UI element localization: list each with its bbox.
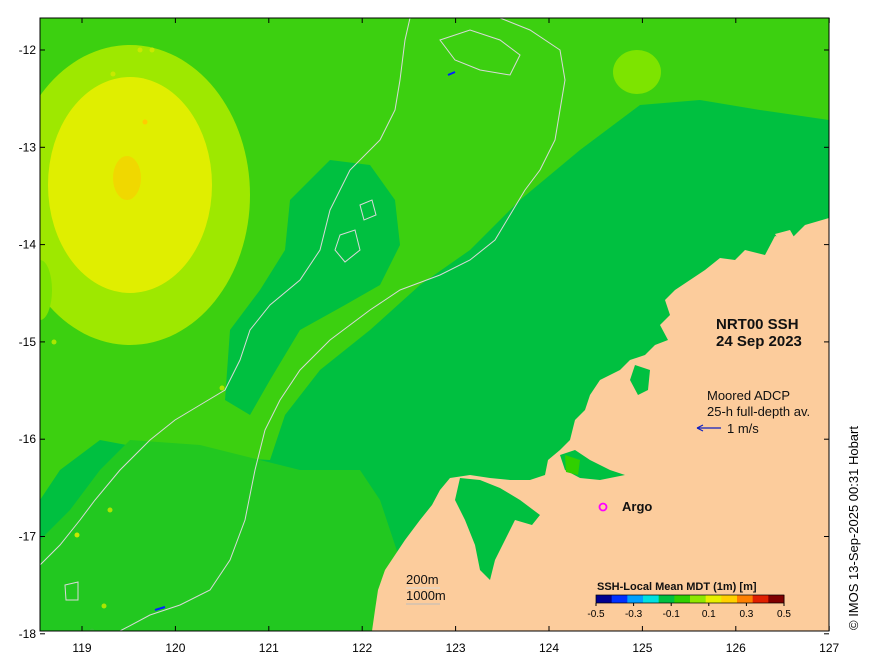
colorbar-segment <box>611 595 628 603</box>
isobath-1000m <box>119 18 566 631</box>
colorbar-tick-label: 0.3 <box>739 609 753 620</box>
argo-legend-label: Argo <box>622 499 652 514</box>
colorbar-tick-label: -0.1 <box>663 609 681 620</box>
product-date: 24 Sep 2023 <box>716 333 802 350</box>
small-bay <box>565 455 580 475</box>
colorbar-segment <box>768 595 785 603</box>
adcp-scale-arrowhead <box>696 424 704 432</box>
colorbar-segment <box>658 595 675 603</box>
lon-tick-label: 127 <box>819 641 839 655</box>
colorbar-tick-label: 0.1 <box>702 609 716 620</box>
lon-tick-label: 126 <box>726 641 746 655</box>
lon-tick-label: 124 <box>539 641 559 655</box>
colorbar-segment <box>643 595 660 603</box>
credit-text: © IMOS 13-Sep-2025 00:31 Hobart <box>846 426 861 630</box>
island-ne <box>775 230 798 250</box>
colorbar-segment <box>705 595 722 603</box>
isobath-reef-4 <box>64 581 79 601</box>
colorbar-title: SSH-Local Mean MDT (1m) [m] <box>597 581 757 593</box>
lat-tick-label: -16 <box>19 432 37 446</box>
king-sound-inlet <box>455 478 540 580</box>
isobath-reef-1 <box>439 29 521 76</box>
lon-tick-label: 123 <box>446 641 466 655</box>
lat-tick-label: -14 <box>19 238 37 252</box>
colorbar-segment <box>674 595 691 603</box>
lon-tick-label: 119 <box>72 641 91 655</box>
lon-tick-label: 125 <box>632 641 652 655</box>
inlet-north <box>630 365 650 395</box>
lat-tick-label: -18 <box>19 627 37 641</box>
lon-tick-label: 122 <box>352 641 372 655</box>
lat-tick-label: -15 <box>19 335 37 349</box>
ssh-ne-bump <box>613 50 661 94</box>
adcp-arrow-north <box>447 71 456 76</box>
colorbar-segment <box>627 595 644 603</box>
ssh-eddy-core <box>113 156 141 200</box>
ssh-field <box>40 18 829 631</box>
colorbar-segment <box>690 595 707 603</box>
colorbar-segment <box>721 595 738 603</box>
colorbar-tick-label: 0.5 <box>777 609 791 620</box>
colorbar-frame <box>595 594 785 604</box>
product-title: NRT00 SSH <box>716 316 799 333</box>
adcp-legend-subtitle: 25-h full-depth av. <box>707 404 810 419</box>
colorbar-tick-label: -0.3 <box>625 609 643 620</box>
colorbar-tick-label: -0.5 <box>587 609 605 620</box>
colorbar-segment <box>752 595 769 603</box>
lon-tick-label: 120 <box>165 641 185 655</box>
lat-tick-label: -13 <box>19 140 37 154</box>
argo-marker-icon <box>598 502 608 512</box>
ssh-southwest-zone <box>40 440 400 631</box>
colorbar-segment <box>596 595 613 603</box>
lon-tick-label: 121 <box>259 641 279 655</box>
colorbar <box>595 594 785 604</box>
latitude-axis: -12 -13 -14 -15 -16 -17 -18 <box>19 43 829 641</box>
isobath-legend-200: 200m <box>406 572 439 587</box>
isobath-reef-3 <box>359 199 377 221</box>
colorbar-ticks: -0.5 -0.3 -0.1 0.1 0.3 0.5 <box>587 603 791 620</box>
isobath-reef-2 <box>334 229 361 263</box>
adcp-scale-label: 1 m/s <box>727 421 759 436</box>
ssh-west-patch <box>40 260 52 320</box>
lat-tick-label: -17 <box>19 530 37 544</box>
ssh-shelf-tongue <box>225 160 400 415</box>
adcp-legend-title: Moored ADCP <box>707 388 790 403</box>
isobath-legend-1000: 1000m <box>406 588 446 603</box>
longitude-axis: 119 120 121 122 123 124 125 126 127 <box>72 18 840 655</box>
plot-frame <box>39 17 830 632</box>
adcp-arrow-south <box>154 606 166 611</box>
isobath-200m <box>40 18 411 566</box>
small-markers <box>51 47 225 631</box>
colorbar-segment <box>737 595 754 603</box>
lat-tick-label: -12 <box>19 43 37 57</box>
